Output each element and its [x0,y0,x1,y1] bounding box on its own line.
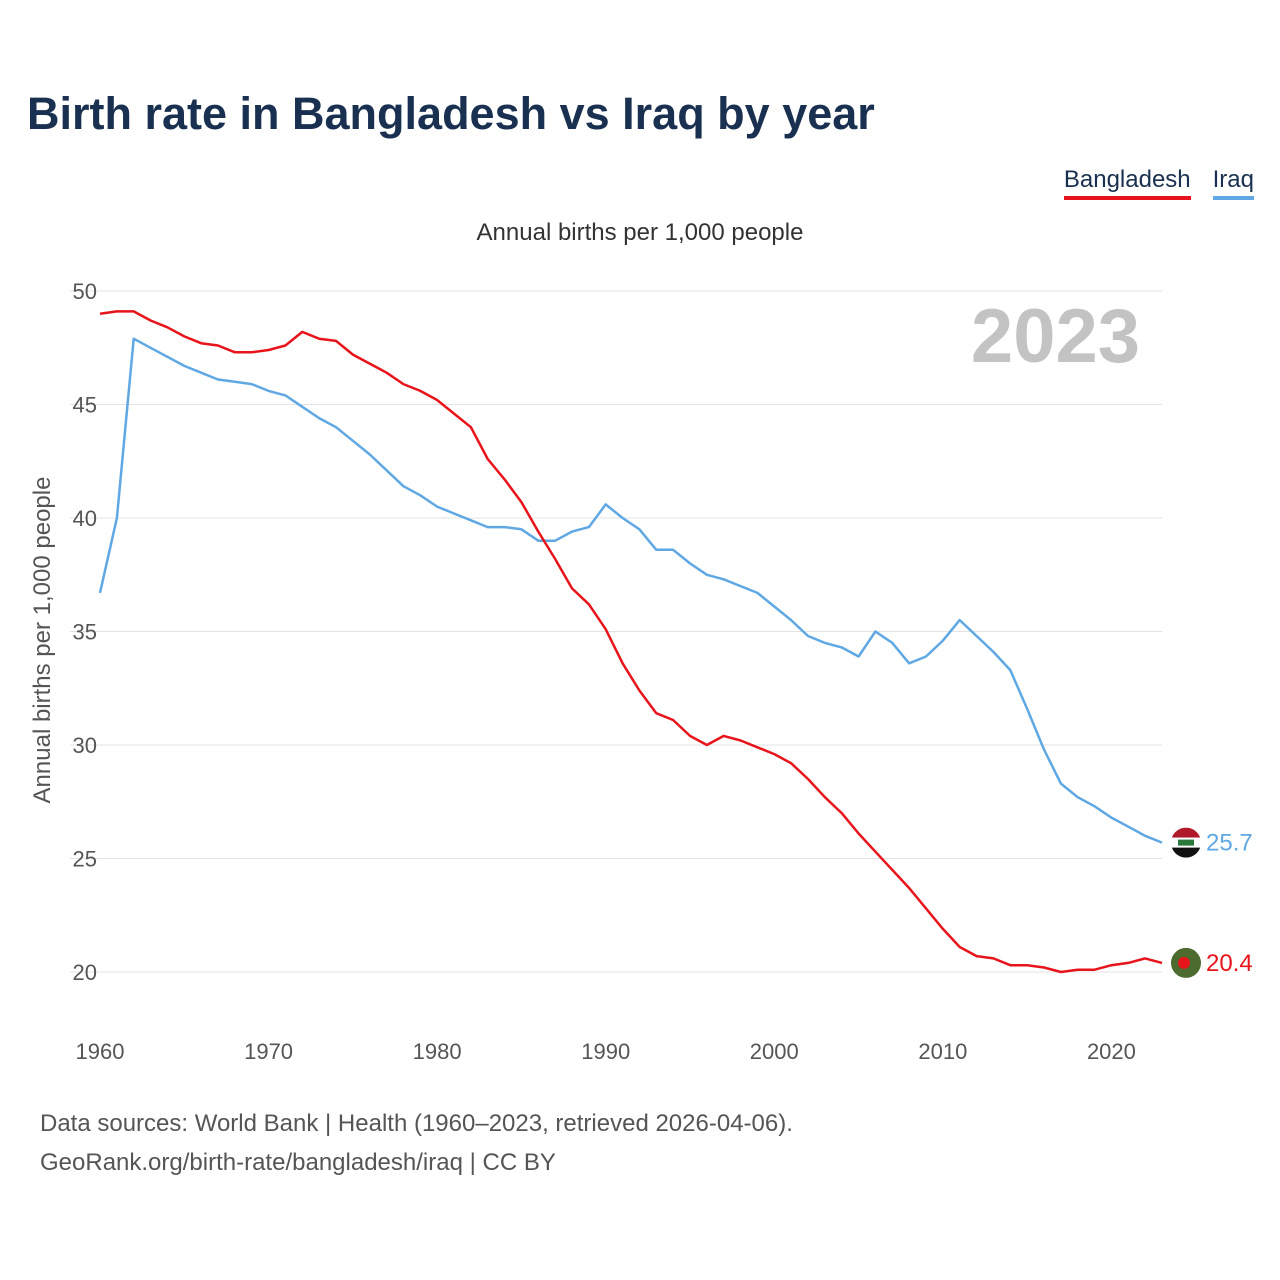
chart-subtitle: Annual births per 1,000 people [477,219,804,246]
end-label-iraq: 25.7 [1206,830,1253,857]
legend-bangladesh[interactable]: Bangladesh [1063,166,1191,200]
y-axis-label: Annual births per 1,000 people [29,477,56,804]
y-tick-50: 50 [73,279,97,304]
line-chart: Annual births per 1,000 people 2023 Annu… [29,219,1253,1064]
series-end-markers: 20.4 25.7 [1171,827,1253,978]
x-tick-labels: 1960 1970 1980 1990 2000 2010 2020 [76,1039,1136,1064]
x-tick-1990: 1990 [581,1039,630,1064]
bangladesh-flag-disc [1178,956,1190,969]
series-lines [98,310,1163,974]
chart-title: Birth rate in Bangladesh vs Iraq by year [27,88,875,139]
gridlines [70,290,1162,973]
y-tick-45: 45 [73,393,97,418]
x-tick-2000: 2000 [750,1039,799,1064]
end-label-bangladesh: 20.4 [1206,950,1253,977]
legend: Bangladesh Iraq [1063,166,1254,200]
legend-iraq[interactable]: Iraq [1212,166,1254,200]
end-marker-bangladesh: 20.4 [1171,947,1253,978]
data-sources: Data sources: World Bank | Health (1960–… [40,1104,793,1182]
y-tick-35: 35 [73,620,97,645]
sources-line-1: Data sources: World Bank | Health (1960–… [40,1110,793,1137]
y-tick-40: 40 [73,506,97,531]
x-tick-2020: 2020 [1087,1039,1136,1064]
y-tick-labels: 20 25 30 35 40 45 50 [73,279,97,985]
y-tick-25: 25 [73,847,97,872]
y-tick-20: 20 [73,960,97,985]
iraq-flag-icon [1171,827,1201,858]
year-watermark: 2023 [971,294,1140,379]
line-iraq[interactable] [98,337,1163,844]
line-bangladesh[interactable] [99,310,1163,974]
x-tick-2010: 2010 [918,1039,967,1064]
x-tick-1970: 1970 [244,1039,293,1064]
y-tick-30: 30 [73,733,97,758]
sources-line-2: GeoRank.org/birth-rate/bangladesh/iraq |… [40,1149,556,1176]
x-tick-1960: 1960 [76,1039,125,1064]
x-tick-1980: 1980 [413,1039,462,1064]
end-marker-iraq: 25.7 [1171,827,1253,858]
